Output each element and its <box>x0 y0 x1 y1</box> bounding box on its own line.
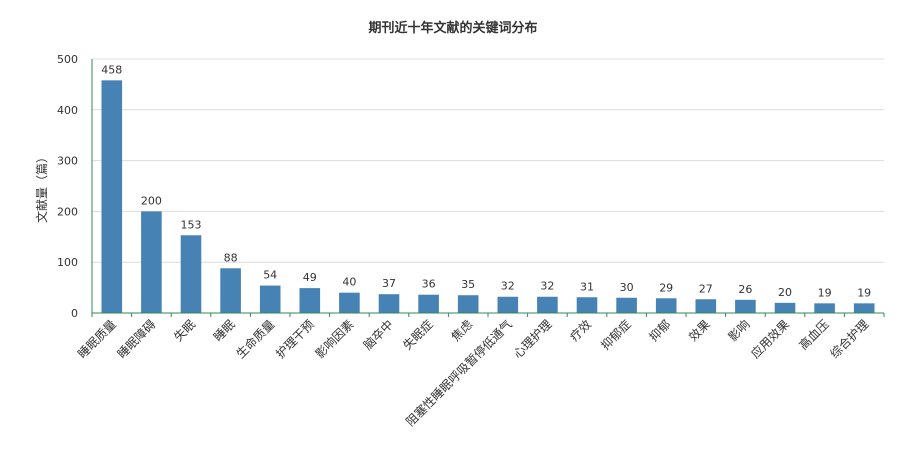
bar <box>853 303 875 313</box>
bar-value-label: 54 <box>263 269 277 282</box>
bar-value-label: 32 <box>540 280 554 293</box>
bar <box>655 298 677 313</box>
y-tick-label: 0 <box>71 307 78 320</box>
x-category-label: 脑卒中 <box>360 317 396 353</box>
bar <box>339 292 360 313</box>
data-labels: 458 200 153 88 54 49 40 37 36 35 32 32 31 30 29 27 26 20 1… <box>101 63 871 299</box>
bars <box>101 80 875 313</box>
bar-value-label: 27 <box>699 282 713 295</box>
x-category-label: 高血压 <box>796 317 832 353</box>
x-category-label: 心理护理 <box>511 317 555 361</box>
bar <box>299 288 321 313</box>
chart-title: 期刊近十年文献的关键词分布 <box>368 20 537 36</box>
y-tick-label: 300 <box>57 155 78 168</box>
bar-value-label: 31 <box>580 280 594 293</box>
x-category-label: 睡眠质量 <box>75 317 119 361</box>
x-category-label: 护理干预 <box>273 317 317 361</box>
bar-value-label: 88 <box>224 251 238 264</box>
x-category-label: 失眠症 <box>400 317 436 353</box>
bar-value-label: 36 <box>422 278 436 291</box>
y-axis-title: 文献量（篇） <box>34 151 49 223</box>
bar-value-label: 32 <box>501 280 515 293</box>
x-category-label: 焦虑 <box>448 317 475 344</box>
y-tick-label: 400 <box>57 104 78 117</box>
x-category-label: 综合护理 <box>827 317 872 362</box>
y-tick-label: 200 <box>57 205 78 218</box>
x-category-label: 疗效 <box>567 317 595 345</box>
x-category-label: 生命质量 <box>233 317 278 362</box>
bar-value-label: 20 <box>778 286 792 299</box>
y-tick-label: 500 <box>57 53 78 66</box>
bar <box>576 297 598 313</box>
bar <box>141 211 162 313</box>
bar <box>814 303 835 313</box>
bar <box>101 80 123 313</box>
bar <box>735 299 756 313</box>
bar-value-label: 49 <box>303 271 317 284</box>
bar <box>457 295 479 313</box>
bar <box>418 294 439 313</box>
bar-value-label: 19 <box>857 286 871 299</box>
bar-value-label: 37 <box>382 277 396 290</box>
bar <box>774 302 796 313</box>
x-category-label: 睡眠 <box>211 317 238 344</box>
x-category-label: 抑郁 <box>646 317 674 345</box>
bar-value-label: 458 <box>101 63 122 76</box>
x-category-label: 抑郁症 <box>598 317 634 353</box>
x-category-label: 睡眠障碍 <box>114 317 159 362</box>
bar <box>497 296 519 313</box>
x-category-label: 影响因素 <box>312 317 357 362</box>
bar-value-label: 153 <box>181 218 202 231</box>
bar <box>616 297 637 313</box>
bar-value-label: 40 <box>342 276 356 289</box>
x-category-label: 影响 <box>725 317 753 345</box>
x-category-label: 效果 <box>685 317 713 345</box>
bar-value-label: 29 <box>659 281 673 294</box>
grid-lines <box>92 58 884 263</box>
bar-value-label: 30 <box>620 281 634 294</box>
bar <box>537 296 558 313</box>
bar <box>695 299 717 313</box>
bar-value-label: 19 <box>818 286 832 299</box>
bar-value-label: 35 <box>461 278 475 291</box>
bar <box>180 235 202 313</box>
bar-value-label: 26 <box>738 283 752 296</box>
bar <box>220 268 241 313</box>
bar <box>378 294 400 313</box>
x-category-label: 失眠 <box>171 317 199 345</box>
x-category-label: 应用效果 <box>748 317 793 362</box>
bar <box>259 285 281 313</box>
y-tick-label: 100 <box>57 256 78 269</box>
bar-value-label: 200 <box>141 194 162 207</box>
y-axis: 0 100 200 300 400 500 <box>57 53 93 320</box>
